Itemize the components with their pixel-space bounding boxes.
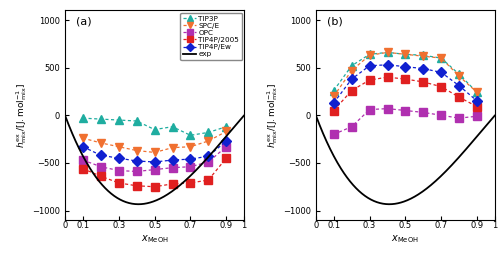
X-axis label: $x_{\rm MeOH}$: $x_{\rm MeOH}$: [140, 233, 168, 245]
Y-axis label: $h_{\rm mix}^{\rm ex}/[{\rm J.mol_{mix}^{-1}}]$: $h_{\rm mix}^{\rm ex}/[{\rm J.mol_{mix}^…: [14, 83, 30, 148]
Legend: TIP3P, SPC/E, OPC, TIP4P/2005, TIP4P/Ew, exp: TIP3P, SPC/E, OPC, TIP4P/2005, TIP4P/Ew,…: [180, 13, 242, 60]
Text: (a): (a): [76, 17, 92, 27]
Text: (b): (b): [326, 17, 342, 27]
X-axis label: $x_{\rm MeOH}$: $x_{\rm MeOH}$: [392, 233, 419, 245]
Y-axis label: $h_{\rm mix}^{\rm ex}/[{\rm J.mol_{mix}^{-1}}]$: $h_{\rm mix}^{\rm ex}/[{\rm J.mol_{mix}^…: [266, 83, 280, 148]
